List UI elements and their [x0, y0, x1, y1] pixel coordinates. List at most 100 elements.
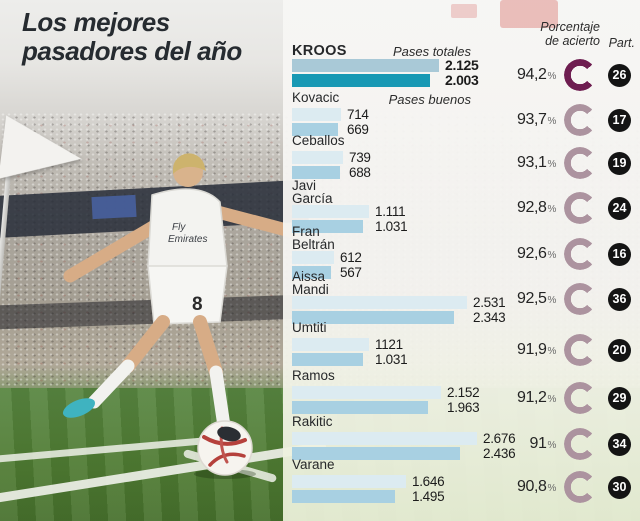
- total-passes-bar: [292, 108, 341, 121]
- player-row: Fran Beltrán 612 567 92,6% 16: [283, 224, 640, 279]
- player-stats: 91,2% 29: [500, 382, 631, 414]
- title-line1: Los mejores: [22, 7, 170, 37]
- player-row: Aissa Mandi 2.531 2.343 92,5% 36: [283, 270, 640, 324]
- shirt-number: 8: [192, 294, 203, 315]
- player-hair: [173, 153, 206, 174]
- matches-column-header: Part.: [608, 36, 635, 50]
- accuracy-number: 91,9: [516, 341, 547, 358]
- good-passes-bar: [292, 311, 454, 324]
- good-passes-bar: [292, 266, 331, 279]
- good-passes-value: 2.436: [483, 446, 516, 461]
- matches-badge: 19: [608, 151, 631, 175]
- title-line2: pasadores del año: [22, 35, 242, 66]
- player-shorts: [147, 265, 228, 325]
- accuracy-donut-icon: [564, 59, 596, 91]
- total-passes-value: 714: [347, 107, 369, 122]
- matches-badge: 16: [608, 242, 631, 266]
- player-row: Ramos 2.152 1.963 91,2% 29: [283, 368, 640, 416]
- total-passes-value: 1.646: [412, 474, 445, 489]
- page-title: Los mejores pasadores del año: [22, 8, 242, 65]
- total-passes-bar: [292, 205, 369, 218]
- scoreboard-echo-small: [451, 4, 477, 18]
- matches-badge: 34: [608, 432, 631, 456]
- scoreboard-echo: [500, 0, 558, 28]
- player-row: KROOS 2.125 2.003 94,2% 26: [283, 43, 640, 91]
- percent-sign: %: [547, 483, 557, 494]
- accuracy-number: 91: [529, 435, 547, 452]
- player-stats: 93,7% 17: [500, 104, 631, 136]
- percent-sign: %: [547, 159, 557, 170]
- good-passes-value: 1.031: [375, 219, 408, 234]
- pass-bars: 739 688: [292, 151, 537, 181]
- player-name: Rakitic: [292, 414, 333, 429]
- good-passes-value: 688: [349, 165, 371, 180]
- player-name: Umtiti: [292, 320, 327, 335]
- player-name: Fran Beltrán: [292, 224, 335, 252]
- player-stats: 92,5% 36: [500, 283, 631, 315]
- accuracy-donut-icon: [564, 147, 596, 179]
- player-name: Ramos: [292, 368, 335, 383]
- accuracy-number: 92,5: [516, 290, 547, 307]
- ball-pattern: [202, 435, 247, 446]
- percent-sign: %: [547, 346, 557, 357]
- pass-bars: 2.152 1.963: [292, 386, 537, 416]
- accuracy-number: 94,2: [516, 66, 547, 83]
- player-name: KROOS: [292, 43, 347, 59]
- player-row: Ceballos 739 688 93,1% 19: [283, 134, 640, 181]
- total-passes-bar: [292, 59, 439, 72]
- player-right-boot: [217, 426, 241, 442]
- player-stats: 90,8% 30: [500, 471, 631, 503]
- pass-bars: 1121 1.031: [292, 338, 537, 368]
- matches-badge: 30: [608, 475, 631, 499]
- shirt-sponsor-line2: Emirates: [168, 234, 207, 245]
- accuracy-number: 91,2: [516, 389, 547, 406]
- matches-badge: 36: [608, 287, 631, 311]
- pass-bars: 2.125 2.003: [292, 58, 537, 89]
- total-passes-value: 739: [349, 150, 371, 165]
- total-passes-bar: [292, 475, 406, 488]
- player-name: Javi García: [292, 178, 333, 206]
- player-stats: 94,2% 26: [500, 59, 631, 91]
- player-right-thigh: [193, 315, 223, 379]
- accuracy-donut-icon: [564, 283, 596, 315]
- chart-panel: Porcentaje de acierto Part. Pases totale…: [283, 0, 640, 521]
- total-passes-value: 1.111: [375, 204, 406, 219]
- player-left-sock: [87, 359, 135, 409]
- accuracy-value: 94,2%: [500, 66, 556, 84]
- percent-sign: %: [547, 295, 557, 306]
- accuracy-value: 91,9%: [500, 341, 556, 359]
- total-passes-bar: [292, 296, 467, 309]
- total-passes-value: 1121: [375, 337, 403, 352]
- player-stats: 91% 34: [500, 428, 631, 460]
- player-row: Rakitic 2.676 2.436 91% 34: [283, 414, 640, 462]
- pass-bars: 1.646 1.495: [292, 475, 537, 505]
- good-passes-value: 1.495: [412, 489, 445, 504]
- pass-bars: 2.676 2.436: [292, 432, 537, 462]
- legend-total-passes: Pases totales: [392, 44, 471, 59]
- player-rows: KROOS 2.125 2.003 94,2% 26 Kovacic 714 6…: [283, 0, 640, 521]
- good-passes-value: 1.031: [375, 352, 408, 367]
- matches-badge: 17: [608, 108, 631, 132]
- player-left-thigh: [121, 315, 170, 373]
- good-passes-value: 2.343: [473, 310, 506, 325]
- percent-sign: %: [547, 204, 557, 215]
- total-passes-value: 612: [340, 250, 362, 265]
- total-passes-bar: [292, 432, 477, 445]
- player-row: Varane 1.646 1.495 90,8% 30: [283, 458, 640, 505]
- accuracy-value: 91,2%: [500, 389, 556, 407]
- player-right-sock: [209, 365, 231, 433]
- total-passes-bar: [292, 151, 343, 164]
- percent-sign: %: [547, 394, 557, 405]
- total-passes-bar: [292, 338, 369, 351]
- player-right-arm: [203, 203, 298, 239]
- accuracy-donut-icon: [564, 382, 596, 414]
- player-figure: Fly Emirates 8: [62, 153, 298, 479]
- good-passes-bar: [292, 74, 430, 87]
- player-stats: 91,9% 20: [500, 334, 631, 366]
- good-passes-bar: [292, 447, 460, 460]
- pass-bars: 2.531 2.343: [292, 296, 537, 326]
- accuracy-value: 93,7%: [500, 111, 556, 129]
- accuracy-value: 92,8%: [500, 199, 556, 217]
- accuracy-value: 93,1%: [500, 154, 556, 172]
- pass-bars: 1.111 1.031: [292, 205, 537, 235]
